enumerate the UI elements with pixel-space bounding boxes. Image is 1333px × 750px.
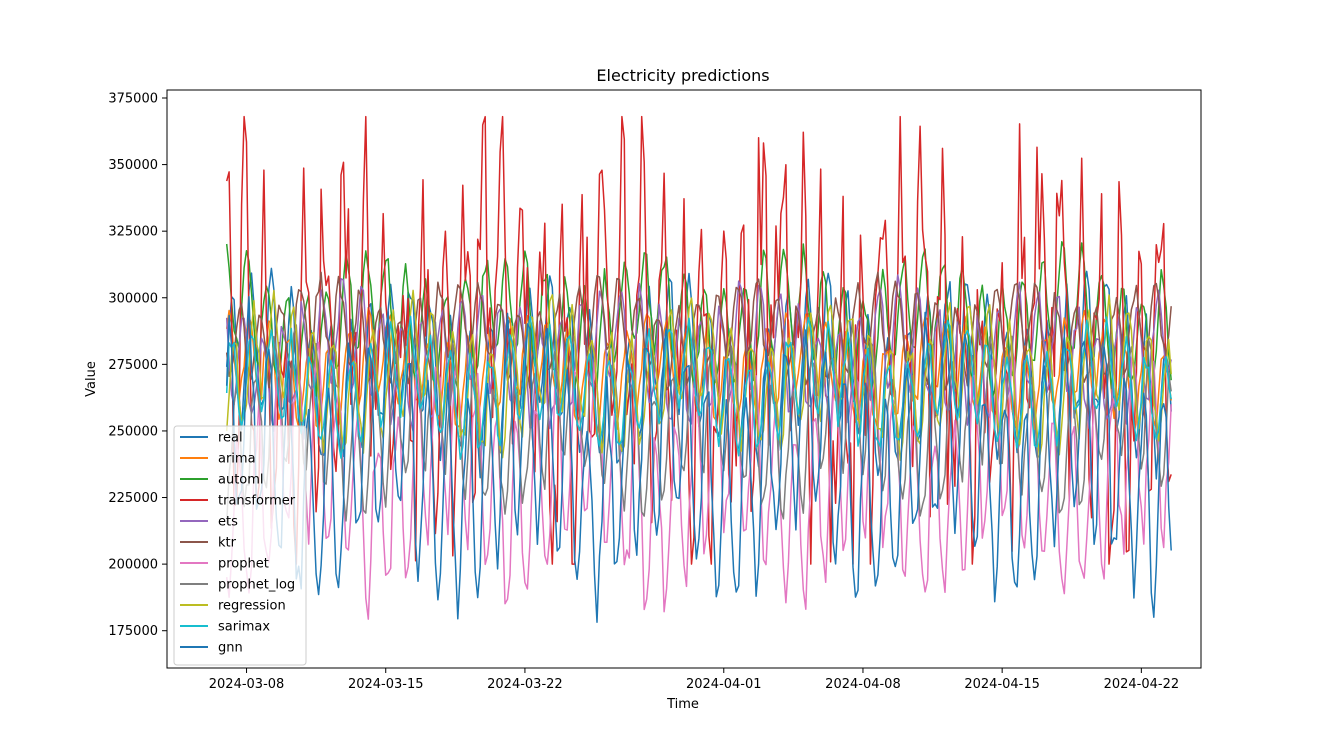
y-tick-label: 275000 bbox=[108, 358, 158, 373]
y-tick-label: 175000 bbox=[108, 624, 158, 639]
y-tick-label: 350000 bbox=[108, 158, 158, 173]
legend-label: prophet_log bbox=[218, 578, 295, 593]
plot-frame bbox=[166, 89, 1202, 669]
legend-label: transformer bbox=[218, 494, 296, 509]
legend-label: real bbox=[218, 431, 243, 446]
x-tick-label: 2024-03-08 bbox=[209, 677, 285, 692]
x-tick-label: 2024-04-22 bbox=[1104, 677, 1180, 692]
legend-label: prophet bbox=[218, 557, 269, 572]
y-tick-label: 375000 bbox=[108, 91, 158, 106]
series-line-ktr bbox=[225, 271, 1172, 391]
series-layer bbox=[225, 115, 1172, 623]
x-axis-title: Time bbox=[666, 697, 699, 712]
legend-label: ktr bbox=[218, 536, 237, 551]
legend: real arima automl transformer ets ktr prophet p… bbox=[173, 425, 307, 666]
legend-label: regression bbox=[218, 599, 286, 614]
y-tick-label: 325000 bbox=[108, 225, 158, 240]
legend-label: automl bbox=[218, 473, 264, 488]
x-tick-label: 2024-03-15 bbox=[348, 677, 424, 692]
series-line-transformer bbox=[225, 115, 1172, 565]
y-axis-title: Value bbox=[84, 361, 99, 397]
y-tick-label: 225000 bbox=[108, 491, 158, 506]
x-axis: 2024-03-08 2024-03-15 2024-03-22 2024-04-01… bbox=[209, 668, 1179, 692]
y-tick-label: 250000 bbox=[108, 424, 158, 439]
series-line-gnn bbox=[225, 295, 1172, 623]
y-axis: 175000 200000 225000 250000 275000 300000 3250… bbox=[108, 91, 167, 639]
series-line-ets bbox=[225, 274, 1172, 434]
x-tick-label: 2024-03-22 bbox=[487, 677, 563, 692]
y-tick-label: 300000 bbox=[108, 291, 158, 306]
x-tick-label: 2024-04-01 bbox=[686, 677, 762, 692]
y-tick-label: 200000 bbox=[108, 558, 158, 573]
legend-label: gnn bbox=[218, 641, 243, 656]
legend-label: arima bbox=[218, 452, 256, 467]
x-tick-label: 2024-04-08 bbox=[825, 677, 901, 692]
chart-title: Electricity predictions bbox=[596, 66, 769, 85]
legend-label: sarimax bbox=[218, 620, 270, 635]
legend-label: ets bbox=[218, 515, 238, 530]
x-tick-label: 2024-04-15 bbox=[964, 677, 1040, 692]
